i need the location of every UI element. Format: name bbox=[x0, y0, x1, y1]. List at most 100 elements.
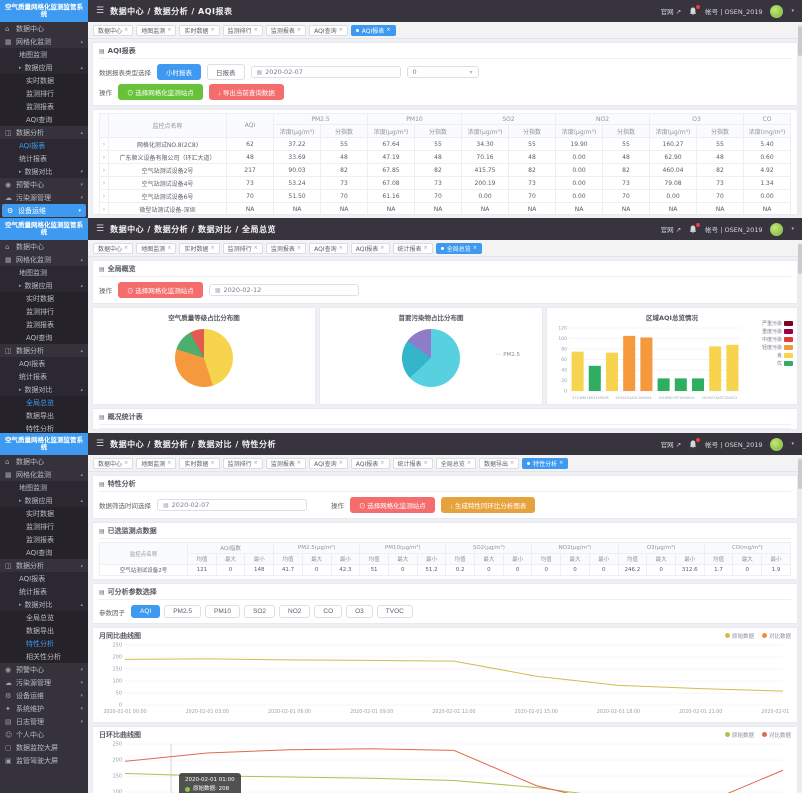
tab[interactable]: 地图监测 × bbox=[136, 24, 177, 36]
notification-bell-icon[interactable] bbox=[689, 222, 701, 234]
sidebar-item[interactable]: AQI查询 bbox=[0, 546, 88, 559]
sidebar-item[interactable]: ✦ 系统维护 ▾ bbox=[0, 702, 88, 715]
sidebar-item[interactable]: 数据导出 bbox=[0, 624, 88, 637]
row-expander[interactable]: › bbox=[99, 150, 109, 164]
menu-toggle-icon[interactable]: ☰ bbox=[96, 224, 105, 234]
sidebar-item[interactable]: 地图监测 bbox=[0, 266, 88, 279]
avatar[interactable] bbox=[770, 437, 784, 451]
legend-item[interactable]: 重度污染 bbox=[762, 328, 793, 335]
legend-item[interactable]: 严重污染 bbox=[762, 320, 793, 327]
param-button[interactable]: AQI bbox=[131, 605, 161, 618]
avatar-caret-icon[interactable]: ▾ bbox=[791, 441, 794, 447]
site-link[interactable]: 官网 ↗ bbox=[660, 226, 682, 234]
scrollbar-thumb[interactable] bbox=[798, 244, 802, 274]
sidebar-item[interactable]: AQI查询 bbox=[0, 113, 88, 126]
scrollbar[interactable] bbox=[798, 457, 802, 791]
pollutant-pie-chart[interactable] bbox=[402, 329, 460, 387]
sidebar-item[interactable]: AQI报表 bbox=[0, 357, 88, 370]
tab[interactable]: 统计报表 × bbox=[392, 242, 433, 254]
sidebar-item[interactable]: ▣ 监管驾驶大屏 bbox=[0, 754, 88, 767]
sidebar-item[interactable]: ☁ 污染源管理 ▾ bbox=[0, 191, 88, 204]
tab[interactable]: 实时数据 × bbox=[179, 242, 220, 254]
hour-report-button[interactable]: 小时报表 bbox=[157, 64, 201, 80]
sidebar-item[interactable]: AQI查询 bbox=[0, 331, 88, 344]
sidebar-item[interactable]: ◫ 数据分析 ▴ bbox=[0, 126, 88, 139]
sidebar-item[interactable]: ▸ 数据对比 ▾ bbox=[0, 165, 88, 178]
sidebar-item[interactable]: ▤ 日志管理 ▾ bbox=[0, 715, 88, 728]
quality-pie-chart[interactable] bbox=[175, 329, 233, 387]
sidebar-item[interactable]: ☺ 个人中心 bbox=[0, 728, 88, 741]
sidebar-item[interactable]: 监测排行 bbox=[0, 87, 88, 100]
sidebar-item[interactable]: ⌂ 数据中心 bbox=[0, 240, 88, 253]
sidebar-item[interactable]: ▸ 数据对比 ▴ bbox=[0, 598, 88, 611]
sidebar-item[interactable]: ▦ 网格化监测 ▴ bbox=[0, 35, 88, 48]
tab[interactable]: AQI查询 × bbox=[309, 457, 348, 469]
site-link[interactable]: 官网 ↗ bbox=[660, 8, 682, 16]
sidebar-item[interactable]: 监测排行 bbox=[0, 305, 88, 318]
param-button[interactable]: CO bbox=[314, 605, 343, 618]
select-stations-button[interactable]: ⊙ 选择网格化监测站点 bbox=[118, 282, 203, 298]
sidebar-item[interactable]: 特性分析 bbox=[0, 637, 88, 650]
avatar[interactable] bbox=[770, 4, 784, 18]
row-expander[interactable]: › bbox=[99, 163, 109, 177]
generate-analysis-button[interactable]: ↓ 生成特性同环比分析图表 bbox=[440, 497, 536, 513]
month-line-chart[interactable]: 0 50 100 150 200 250 2020-02-01 00:00 2020-02-0… bbox=[99, 641, 802, 716]
sidebar-item[interactable]: 监测报表 bbox=[0, 100, 88, 113]
sidebar-item[interactable]: ☁ 污染源管理 ▾ bbox=[0, 676, 88, 689]
sidebar-item[interactable]: ⌂ 数据中心 bbox=[0, 455, 88, 468]
sidebar-item[interactable]: ▸ 数据应用 ▴ bbox=[0, 494, 88, 507]
sidebar-item[interactable]: ▸ 数据应用 ▴ bbox=[0, 279, 88, 292]
tab[interactable]: 全局总览 × bbox=[435, 457, 476, 469]
sidebar-item[interactable]: ◫ 数据分析 ▴ bbox=[0, 559, 88, 572]
legend-item[interactable]: 轻度污染 bbox=[762, 344, 793, 351]
row-expander[interactable]: › bbox=[99, 202, 109, 214]
tab[interactable]: 数据导出 × bbox=[478, 457, 520, 469]
site-link[interactable]: 官网 ↗ bbox=[660, 441, 682, 449]
legend-item[interactable]: 中度污染 bbox=[762, 336, 793, 343]
row-expander[interactable]: › bbox=[99, 176, 109, 190]
select-stations-button[interactable]: ⊙ 选择网格化监测站点 bbox=[118, 84, 203, 100]
sidebar-item[interactable]: 数据导出 bbox=[0, 409, 88, 422]
sidebar-item[interactable]: 地图监测 bbox=[0, 48, 88, 61]
param-button[interactable]: SO2 bbox=[243, 605, 275, 618]
sidebar-item[interactable]: ▸ 数据对比 ▴ bbox=[0, 383, 88, 396]
tab[interactable]: 地图监测 × bbox=[136, 242, 177, 254]
legend-item[interactable]: 良 bbox=[762, 352, 793, 359]
sidebar-item[interactable]: 特性分析 bbox=[0, 422, 88, 433]
legend-item[interactable]: 优 bbox=[762, 360, 793, 367]
sidebar-item[interactable]: ⚙ 设备运维 ▾ bbox=[0, 689, 88, 702]
tab[interactable]: 数据中心 × bbox=[93, 24, 134, 36]
tab[interactable]: 实时数据 × bbox=[179, 24, 220, 36]
sidebar-item[interactable]: 地图监测 bbox=[0, 481, 88, 494]
sidebar-item[interactable]: 实时数据 bbox=[0, 507, 88, 520]
tab[interactable]: AQI报表 × bbox=[350, 242, 390, 254]
tab[interactable]: 实时数据 × bbox=[179, 457, 220, 469]
sidebar-item[interactable]: ◉ 预警中心 ▾ bbox=[0, 663, 88, 676]
tab[interactable]: 监测报表 × bbox=[265, 457, 307, 469]
sidebar-item[interactable]: ▦ 网格化监测 ▴ bbox=[0, 468, 88, 481]
tab[interactable]: 监测排行 × bbox=[222, 242, 263, 254]
tab[interactable]: 数据中心 × bbox=[93, 242, 134, 254]
tab[interactable]: AQI报表 × bbox=[350, 457, 390, 469]
sidebar-item[interactable]: ▦ 网格化监测 ▴ bbox=[0, 253, 88, 266]
avatar-caret-icon[interactable]: ▾ bbox=[791, 8, 794, 14]
legend-item[interactable]: 对比数据 bbox=[761, 731, 791, 739]
tab[interactable]: AQI查询 × bbox=[309, 24, 348, 36]
date-picker[interactable]: ▦ 2020-02-07 bbox=[157, 499, 307, 511]
sidebar-item[interactable]: ⚙ 设备运维 ▾ bbox=[2, 204, 86, 217]
avatar-caret-icon[interactable]: ▾ bbox=[791, 226, 794, 232]
aqi-bar-chart[interactable]: 0 20 40 60 80 100 120 2714M01B03109005 2019101A0… bbox=[549, 324, 795, 402]
tab[interactable]: 监测排行 × bbox=[222, 24, 263, 36]
tab[interactable]: 监测报表 × bbox=[265, 24, 307, 36]
scrollbar-thumb[interactable] bbox=[798, 26, 802, 56]
sidebar-item[interactable]: AQI报表 bbox=[0, 572, 88, 585]
param-button[interactable]: O3 bbox=[346, 605, 373, 618]
select-stations-button[interactable]: ⊙ 选择网格化监测站点 bbox=[350, 497, 435, 513]
sidebar-item[interactable]: 相关性分析 bbox=[0, 650, 88, 663]
sidebar-item[interactable]: ▸ 数据应用 ▴ bbox=[0, 61, 88, 74]
sidebar-item[interactable]: ▢ 数据监控大屏 bbox=[0, 741, 88, 754]
export-data-button[interactable]: ↓ 导出当前查询数据 bbox=[208, 84, 284, 100]
sidebar-item[interactable]: 监测报表 bbox=[0, 318, 88, 331]
sidebar-item[interactable]: 全局总览 bbox=[0, 611, 88, 624]
param-button[interactable]: NO2 bbox=[279, 605, 311, 618]
